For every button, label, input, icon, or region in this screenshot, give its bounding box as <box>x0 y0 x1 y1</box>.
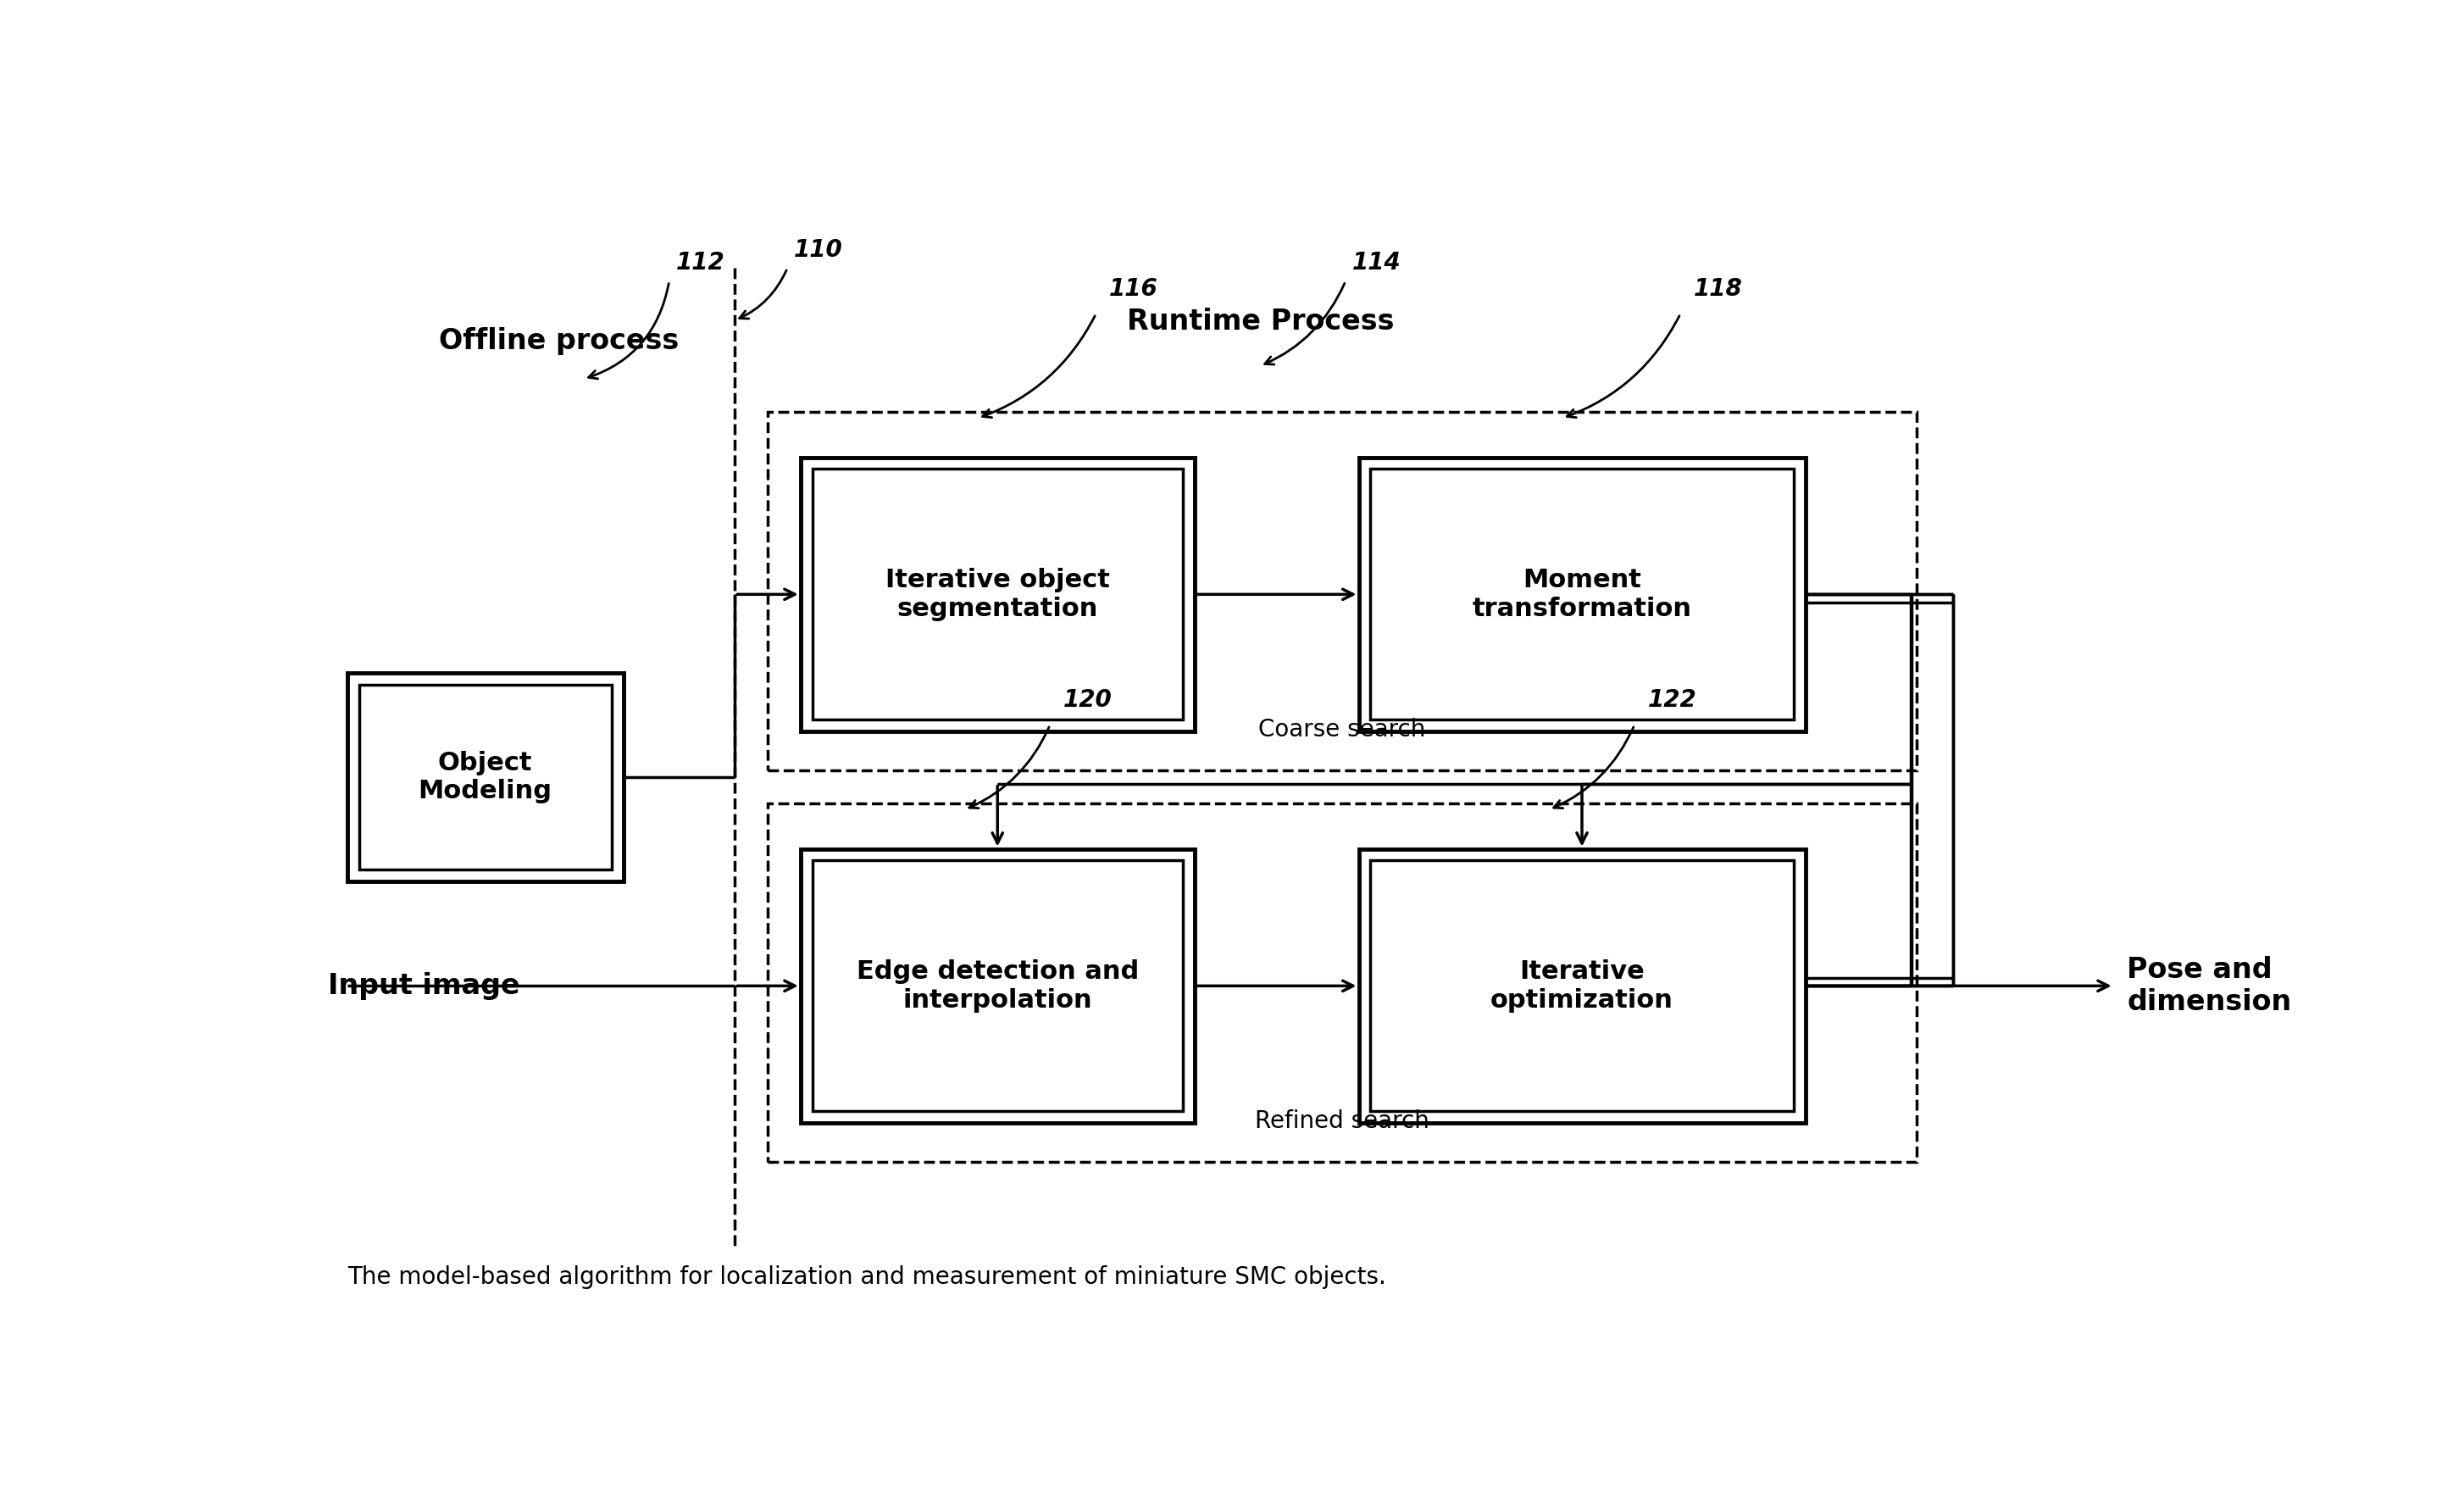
Text: The model-based algorithm for localization and measurement of miniature SMC obje: The model-based algorithm for localizati… <box>347 1266 1387 1289</box>
Text: Refined search: Refined search <box>1254 1109 1429 1133</box>
Bar <box>360 685 611 870</box>
Text: Moment
transformation: Moment transformation <box>1471 567 1693 621</box>
Bar <box>801 849 1195 1123</box>
Text: Pose and
dimension: Pose and dimension <box>2126 956 2292 1015</box>
Text: 114: 114 <box>1353 250 1402 274</box>
Text: Coarse search: Coarse search <box>1259 718 1427 742</box>
Bar <box>801 457 1195 731</box>
Bar <box>1370 469 1794 719</box>
Text: Iterative object
segmentation: Iterative object segmentation <box>885 567 1109 621</box>
Bar <box>769 803 1917 1161</box>
Text: 116: 116 <box>1109 277 1158 301</box>
Bar <box>1358 849 1806 1123</box>
Text: 118: 118 <box>1693 277 1742 301</box>
Bar <box>347 673 623 881</box>
Text: Iterative
optimization: Iterative optimization <box>1491 959 1673 1013</box>
Text: Offline process: Offline process <box>439 326 680 354</box>
Text: 112: 112 <box>675 250 724 274</box>
Text: Runtime Process: Runtime Process <box>1126 307 1395 335</box>
Text: Input image: Input image <box>328 972 520 1001</box>
Bar <box>813 469 1183 719</box>
Bar <box>1358 457 1806 731</box>
Bar <box>1370 861 1794 1111</box>
Text: 120: 120 <box>1062 688 1111 712</box>
Text: Object
Modeling: Object Modeling <box>419 750 552 804</box>
Text: 122: 122 <box>1648 688 1698 712</box>
Bar <box>813 861 1183 1111</box>
Text: 110: 110 <box>793 238 843 262</box>
Text: Edge detection and
interpolation: Edge detection and interpolation <box>857 959 1138 1013</box>
Bar <box>769 411 1917 770</box>
